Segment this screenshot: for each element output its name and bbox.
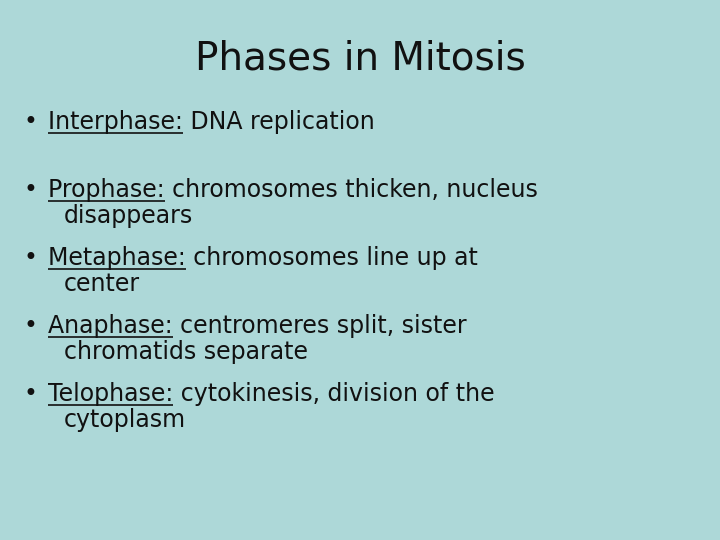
Text: Telophase: cytokinesis, division of the: Telophase: cytokinesis, division of the	[48, 382, 495, 406]
Text: Metaphase:: Metaphase:	[48, 246, 186, 270]
Text: •: •	[23, 110, 37, 134]
Text: center: center	[64, 272, 140, 296]
Text: Anaphase:: Anaphase:	[48, 314, 173, 338]
Text: Interphase: DNA replication: Interphase: DNA replication	[48, 110, 374, 134]
Text: •: •	[23, 246, 37, 270]
Text: Prophase: chromosomes thicken, nucleus: Prophase: chromosomes thicken, nucleus	[48, 178, 538, 202]
Text: Interphase:: Interphase:	[48, 110, 183, 134]
Text: •: •	[23, 382, 37, 406]
Text: chromatids separate: chromatids separate	[64, 340, 308, 364]
Text: disappears: disappears	[64, 204, 193, 228]
Text: •: •	[23, 314, 37, 338]
Text: Prophase:: Prophase:	[48, 178, 165, 202]
Text: Metaphase: chromosomes line up at: Metaphase: chromosomes line up at	[48, 246, 478, 270]
Text: Anaphase: centromeres split, sister: Anaphase: centromeres split, sister	[48, 314, 467, 338]
Text: Telophase:: Telophase:	[48, 382, 174, 406]
Text: Phases in Mitosis: Phases in Mitosis	[194, 40, 526, 78]
Text: cytoplasm: cytoplasm	[64, 408, 186, 432]
Text: •: •	[23, 178, 37, 202]
